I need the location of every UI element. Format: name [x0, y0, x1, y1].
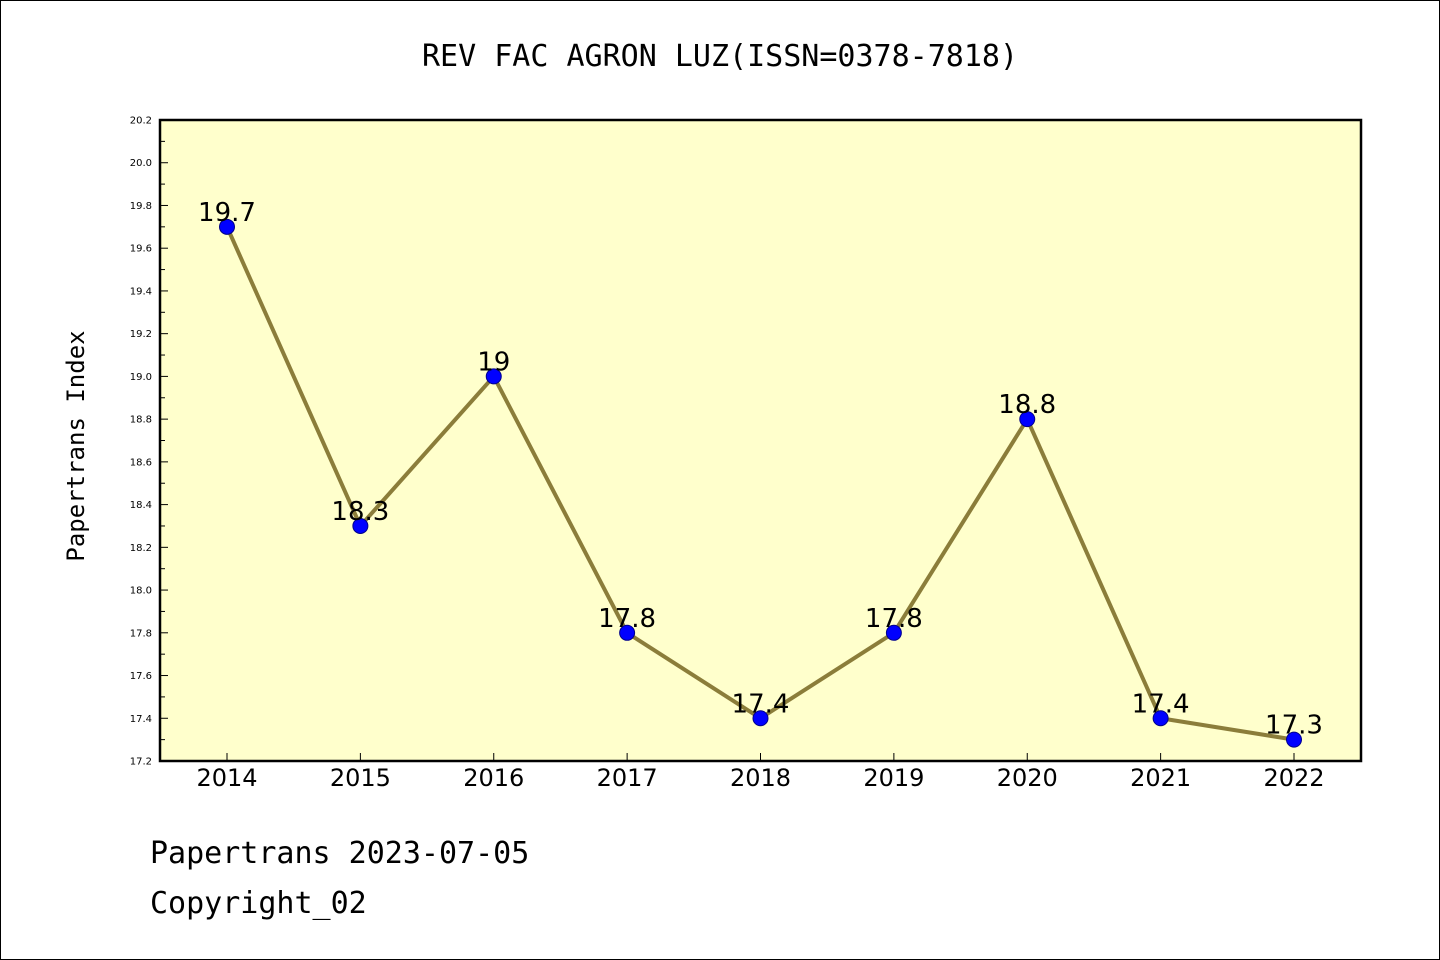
- data-label: 17.4: [732, 689, 790, 719]
- y-tick-label: 17.6: [130, 671, 152, 682]
- x-tick-label: 2017: [597, 764, 658, 792]
- x-tick-label: 2016: [463, 764, 524, 792]
- data-point: [752, 710, 769, 727]
- y-tick-label: 17.2: [130, 757, 152, 768]
- y-tick-label: 18.4: [130, 500, 152, 511]
- data-label: 18.3: [331, 497, 389, 527]
- x-tick-label: 2018: [730, 764, 791, 792]
- plot-area: [160, 120, 1361, 761]
- y-tick-label: 19.0: [130, 372, 152, 383]
- x-tick-label: 2019: [863, 764, 924, 792]
- data-label: 17.4: [1132, 689, 1190, 719]
- y-tick-label: 19.6: [130, 244, 152, 255]
- data-label: 17.8: [865, 604, 923, 634]
- data-label: 18.8: [998, 390, 1056, 420]
- data-point: [619, 624, 636, 641]
- y-tick-label: 18.6: [130, 457, 152, 468]
- data-point: [1019, 411, 1036, 428]
- data-point: [1286, 731, 1302, 748]
- y-tick-label: 19.8: [130, 201, 152, 212]
- y-tick-label: 19.4: [130, 286, 152, 297]
- data-label: 17.3: [1265, 711, 1323, 741]
- y-tick-label: 19.2: [130, 329, 152, 340]
- y-tick-label: 18.2: [130, 543, 152, 554]
- data-point: [352, 517, 369, 534]
- x-tick-label: 2020: [997, 764, 1058, 792]
- y-tick-label: 17.4: [130, 714, 152, 725]
- footer-copyright: Copyright_02: [150, 886, 367, 921]
- footer-date: Papertrans 2023-07-05: [150, 836, 530, 871]
- y-tick-label: 20.0: [130, 158, 152, 169]
- y-tick-label: 18.0: [130, 586, 152, 597]
- plot-border: [158, 118, 1363, 763]
- data-label: 19.7: [198, 198, 256, 228]
- y-tick-label: 17.8: [130, 628, 152, 639]
- y-axis: 17.2 17.4 17.6 17.8 18.0 18.2 18.4 18.6 18.8 19.0…: [130, 116, 168, 768]
- x-tick-label: 2022: [1263, 764, 1324, 792]
- x-tick-label: 2015: [330, 764, 391, 792]
- data-point: [1152, 710, 1169, 727]
- y-tick-label: 20.2: [130, 116, 152, 127]
- data-label: 19: [477, 347, 510, 377]
- x-tick-label: 2021: [1130, 764, 1191, 792]
- y-axis-label: Papertrans Index: [62, 330, 90, 561]
- data-point: [219, 218, 235, 235]
- series-line-group: [219, 218, 1302, 748]
- x-axis: 2014 2015 2016 2017 2018 2019 2020 2021 2022: [196, 753, 1325, 792]
- data-label: 17.8: [598, 604, 656, 634]
- data-labels: 19.7 18.3 19 17.8 17.4 17.8 18.8 17.4 17.3: [198, 198, 1323, 741]
- data-point: [485, 368, 502, 385]
- chart-title: REV FAC AGRON LUZ(ISSN=0378-7818): [422, 39, 1018, 74]
- y-tick-label: 18.8: [130, 415, 152, 426]
- x-tick-label: 2014: [196, 764, 257, 792]
- data-point: [885, 624, 902, 641]
